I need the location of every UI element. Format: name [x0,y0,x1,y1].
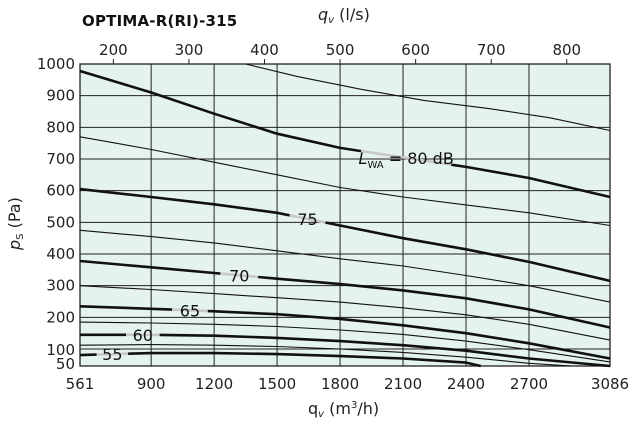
curve-line [79,187,290,217]
curves [79,63,611,368]
curve-label-gap [220,272,259,279]
y-tick-label: 700 [46,150,75,168]
x-tick-label: 1200 [195,375,233,393]
curve-label: 65 [180,301,200,320]
curve-line-thin [79,229,611,303]
y-tick-label: 500 [46,213,75,231]
x-tick-label: 2700 [510,375,548,393]
y-tick-label: 300 [46,277,75,295]
curve-label-gap [96,352,129,356]
x-axis-label: qv (m3/h) [308,399,379,420]
curve-line [325,221,611,283]
x2-tick-label: 500 [326,41,355,59]
plot-background [80,64,610,366]
y-tick-label: 600 [46,182,75,200]
curve-label: LWA = 80 dB [359,149,454,171]
chart-title: OPTIMA-R(RI)-315 [82,12,237,30]
curve-line [207,309,611,360]
x-tick-label: 3086 [591,375,629,393]
y-tick-label: 800 [46,118,75,136]
curve-line-thin [79,321,611,363]
x-tick-label: 2400 [447,375,485,393]
curve-line [258,275,611,329]
y-tick-label: 1000 [37,55,75,73]
curve-line [79,259,221,275]
curve-label: 75 [297,210,317,229]
curve-labels: LWA = 80 dB 75 70 65 60 55 [102,149,454,364]
x-tick-label: 561 [66,375,95,393]
x2-axis-label: qv (l/s) [318,5,370,26]
x2-tick-label: 700 [477,41,506,59]
curve-line-thin [79,285,611,341]
curve-label-gap [289,214,326,224]
curve-line [79,305,173,311]
x2-tick-label: 300 [175,41,204,59]
curve-line-thin [79,344,572,367]
curve-line [79,353,97,357]
y-tick-label: 900 [46,87,75,105]
curve-label: 60 [133,326,153,345]
x-tick-label: 1500 [258,375,296,393]
curve-line [128,351,481,368]
plot-frame [79,63,611,367]
curve-label: 70 [229,266,249,285]
curve-line [451,163,611,199]
curve-label-gap [360,149,452,166]
curve-label-gap [172,308,208,313]
curve-line-thin [245,63,611,132]
curve-label: 55 [102,345,122,364]
y-tick-label: 50 [56,355,75,373]
curve-line [159,333,611,368]
x-tick-label: 900 [137,375,166,393]
curve-line [79,69,362,153]
x2-tick-label: 400 [250,41,279,59]
x-tick-label: 1800 [321,375,359,393]
x2-tick-label: 800 [552,41,581,59]
curve-line-thin [79,136,611,227]
y-tick-label: 200 [46,308,75,326]
x2-tick-label: 600 [401,41,430,59]
x2-tick-label: 200 [99,41,128,59]
y-tick-label: 400 [46,245,75,263]
y-axis-label: pS (Pa) [5,197,26,251]
x-tick-label: 2100 [384,375,422,393]
y-tick-label: 100 [46,341,75,359]
x2-ticks: 200 300 400 500 600 700 800 [99,41,581,64]
x-ticks: 561 900 1200 1500 1800 2100 2400 2700 3086 [66,375,629,393]
